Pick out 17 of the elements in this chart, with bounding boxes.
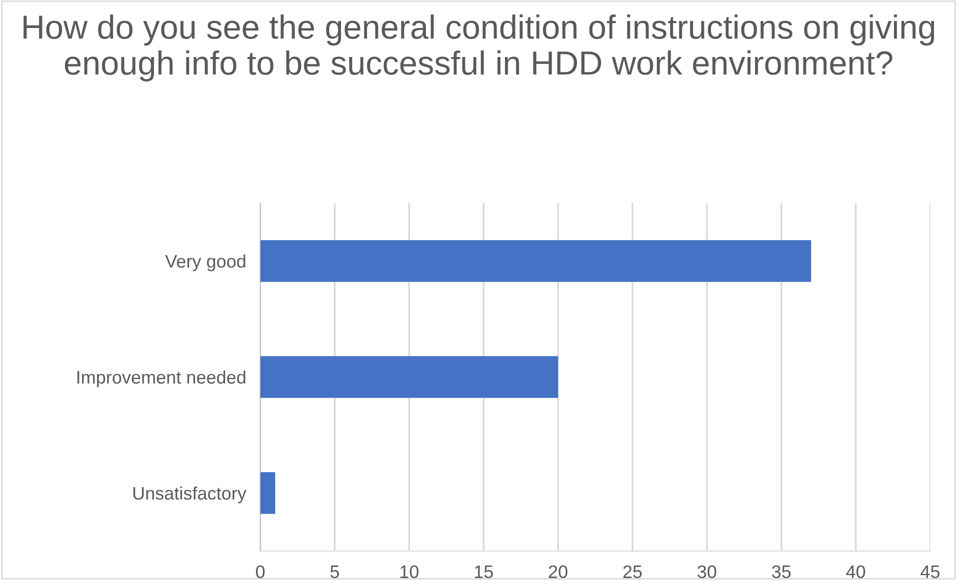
x-tick-label: 40 bbox=[846, 565, 866, 578]
bar bbox=[260, 356, 558, 398]
x-tick-label: 45 bbox=[920, 566, 940, 578]
x-tick-label: 20 bbox=[548, 565, 568, 578]
x-tick-label: 0 bbox=[256, 565, 265, 578]
y-tick-label: Improvement needed bbox=[77, 370, 246, 388]
y-tick-label: Very good bbox=[165, 254, 246, 272]
x-tick-label: 30 bbox=[698, 565, 716, 578]
x-tick-label: 10 bbox=[400, 565, 419, 578]
x-tick-label: 35 bbox=[772, 565, 791, 578]
x-tick-label: 15 bbox=[474, 566, 493, 578]
bar bbox=[260, 240, 812, 282]
x-tick-label: 5 bbox=[330, 566, 339, 578]
x-tick-label: 25 bbox=[623, 565, 642, 578]
chart-title: How do you see the general condition of instructions on giving enough info to be successful in HDD work environment? bbox=[24, 14, 934, 82]
bar bbox=[260, 472, 276, 514]
y-tick-label: Unsatisfactory bbox=[133, 486, 246, 504]
